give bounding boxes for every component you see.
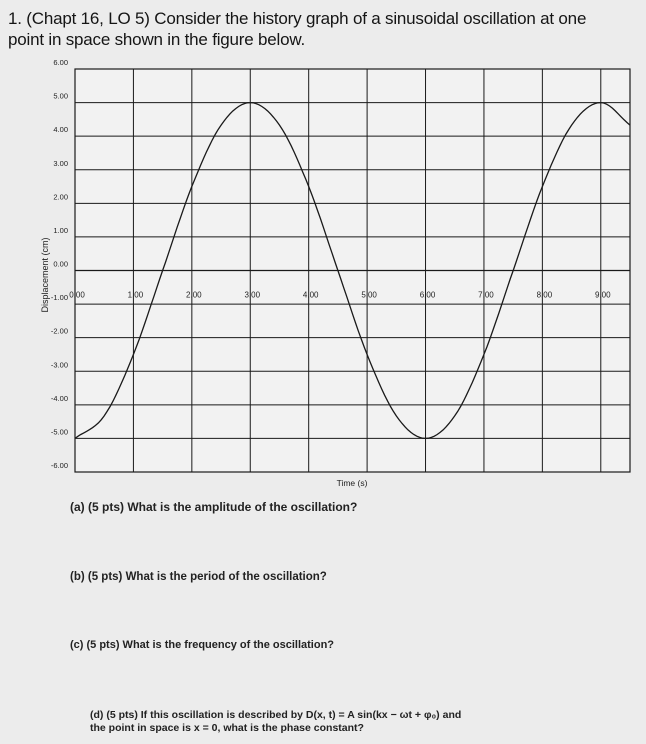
subquestion-b: (b) (5 pts) What is the period of the os… xyxy=(70,571,327,583)
y-axis-label: Displacement (cm) xyxy=(40,237,50,312)
y-tick-label: 6.00 xyxy=(53,58,68,67)
y-tick-label: -3.00 xyxy=(51,360,68,369)
y-tick-label: 3.00 xyxy=(53,159,68,168)
x-tick-label: 0.00 xyxy=(69,291,85,300)
subquestion-a: (a) (5 pts) What is the amplitude of the… xyxy=(70,500,358,514)
y-tick-label: -6.00 xyxy=(51,461,68,470)
x-tick-labels: 0.00 1.00 2.00 3.00 4.00 5.00 6.00 7.00 8.00 9.00 xyxy=(69,291,611,300)
subquestion-d-line-2: the point in space is x = 0, what is the… xyxy=(90,722,364,734)
y-tick-label: 4.00 xyxy=(53,125,68,134)
x-tick-label: 9.00 xyxy=(595,291,611,300)
question-line-1: 1. (Chapt 16, LO 5) Consider the history… xyxy=(8,9,587,28)
chart-grid xyxy=(74,68,631,473)
y-tick-label: -5.00 xyxy=(51,427,68,436)
x-tick-label: 4.00 xyxy=(303,291,319,300)
x-tick-label: 7.00 xyxy=(478,291,494,300)
subquestion-c: (c) (5 pts) What is the frequency of the… xyxy=(70,639,335,651)
y-tick-labels: 6.00 5.00 4.00 3.00 2.00 1.00 0.00 -1.00 -2.00 -3… xyxy=(51,58,68,470)
y-tick-label: 5.00 xyxy=(53,92,68,101)
x-tick-label: 5.00 xyxy=(361,291,377,300)
y-tick-label: -4.00 xyxy=(51,394,68,403)
y-tick-label: 0.00 xyxy=(53,260,68,269)
question-line-2: point in space shown in the figure below… xyxy=(8,30,306,49)
x-tick-label: 3.00 xyxy=(244,291,260,300)
x-axis-label: Time (s) xyxy=(337,478,368,488)
x-tick-label: 8.00 xyxy=(537,291,553,300)
y-tick-label: -2.00 xyxy=(51,327,68,336)
x-tick-label: 2.00 xyxy=(186,291,202,300)
subquestion-d: (d) (5 pts) If this oscillation is descr… xyxy=(90,709,461,735)
y-tick-label: 1.00 xyxy=(53,226,68,235)
question-text: 1. (Chapt 16, LO 5) Consider the history… xyxy=(8,8,638,50)
x-tick-label: 6.00 xyxy=(420,291,436,300)
subquestion-d-line-1: (d) (5 pts) If this oscillation is descr… xyxy=(90,709,462,721)
x-tick-label: 1.00 xyxy=(128,291,144,300)
sinusoid-curve xyxy=(74,101,631,440)
y-tick-label: 2.00 xyxy=(53,192,68,201)
y-tick-label: -1.00 xyxy=(51,293,68,302)
